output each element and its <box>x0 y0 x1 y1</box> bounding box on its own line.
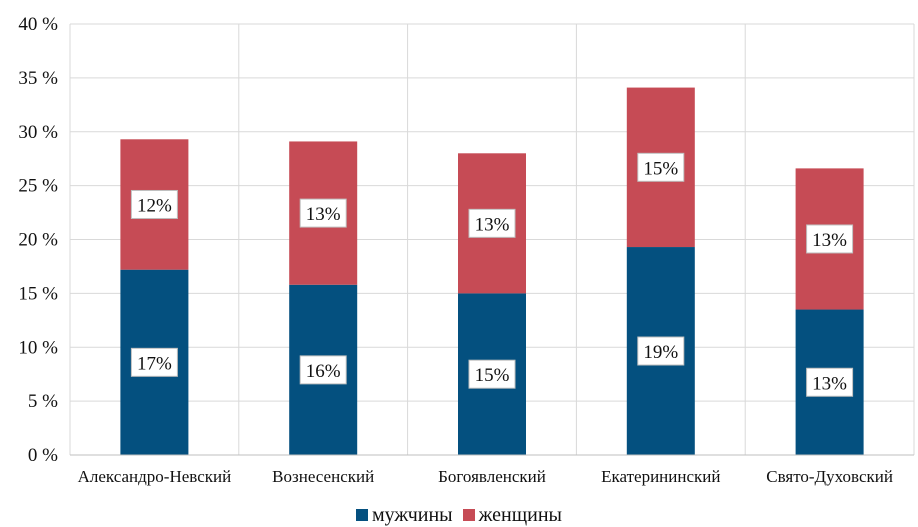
bars <box>120 87 864 455</box>
y-tick-label: 20 % <box>18 230 58 251</box>
data-label: 12% <box>137 195 172 216</box>
x-axis: Александро-Невский Вознесенский Богоявленс… <box>70 454 914 486</box>
y-tick-label: 25 % <box>18 176 58 197</box>
data-label-box <box>637 336 685 366</box>
data-label-box <box>468 359 516 389</box>
y-tick-label: 15 % <box>18 283 58 304</box>
x-tick-label: Свято-Духовский <box>766 467 893 486</box>
data-label-box <box>299 355 347 385</box>
legend: мужчины женщины <box>0 503 918 527</box>
data-label-box <box>130 347 178 377</box>
data-label-box <box>806 367 854 397</box>
legend-swatch-men <box>355 509 368 521</box>
y-axis: 0 % 5 % 10 % 15 % 20 % 25 % 30 % 35 % 40 % <box>18 14 58 466</box>
data-label: 13% <box>475 214 510 235</box>
data-label: 15% <box>475 365 510 386</box>
data-label-box <box>806 224 854 254</box>
data-label: 13% <box>306 204 341 225</box>
data-labels: 17% 12% 16% 13% 15% 13% 19% 15% 13% 13% <box>130 152 854 397</box>
x-tick-label: Александро-Невский <box>78 467 232 486</box>
x-tick-label: Богоявленский <box>438 467 546 486</box>
legend-label-women: женщины <box>478 503 562 526</box>
data-label: 16% <box>306 361 341 382</box>
data-label-box <box>468 208 516 238</box>
legend-label-men: мужчины <box>371 503 453 526</box>
y-tick-label: 0 % <box>28 445 58 466</box>
data-label: 13% <box>812 373 847 394</box>
legend-item-men: мужчины <box>355 503 453 527</box>
legend-item-women: женщины <box>462 503 562 527</box>
data-label-box <box>299 198 347 228</box>
data-label: 15% <box>643 158 678 179</box>
data-label: 13% <box>812 230 847 251</box>
data-label-box <box>130 189 178 219</box>
stacked-bar-chart: 0 % 5 % 10 % 15 % 20 % 25 % 30 % 35 % 40 % 17% 12… <box>18 14 915 486</box>
y-tick-label: 5 % <box>28 391 58 412</box>
y-tick-label: 10 % <box>18 337 58 358</box>
x-tick-label: Екатерининский <box>601 467 720 486</box>
y-tick-label: 30 % <box>18 122 58 143</box>
data-label-box <box>637 152 685 182</box>
x-tick-label: Вознесенский <box>272 467 374 486</box>
data-label: 19% <box>643 342 678 363</box>
y-tick-label: 35 % <box>18 68 58 89</box>
y-tick-label: 40 % <box>18 14 58 35</box>
data-label: 17% <box>137 353 172 374</box>
legend-swatch-women <box>462 509 475 521</box>
